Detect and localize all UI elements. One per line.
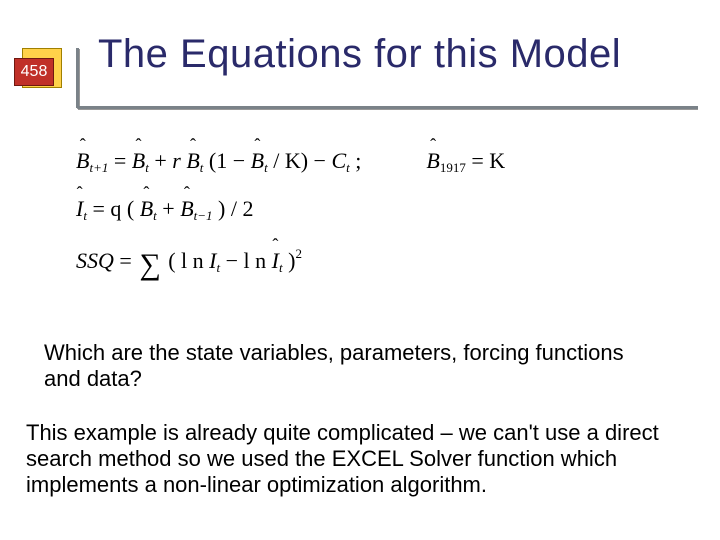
var-B: B — [251, 140, 264, 182]
sub: t−1 — [194, 208, 213, 223]
horizontal-rule — [78, 106, 698, 109]
op: = K — [471, 148, 505, 173]
equation-3: SSQ = ∑ ( l n It − l n It )2 — [76, 236, 505, 293]
sigma-icon: ∑ — [139, 236, 160, 293]
op: / K) − — [273, 148, 331, 173]
sub: t — [153, 208, 157, 223]
op: − — [226, 248, 244, 273]
op: ( — [168, 248, 175, 273]
sub: t — [145, 160, 149, 175]
ln: l n — [244, 248, 267, 273]
var-B: B — [140, 188, 153, 230]
equations-block: Bt+1 = Bt + r Bt (1 − Bt / K) − Ct ; B19… — [76, 140, 505, 299]
op: ) / 2 — [218, 196, 253, 221]
op: = — [119, 248, 137, 273]
var-ssq: SSQ — [76, 248, 114, 273]
sub: t — [83, 208, 87, 223]
var-I: I — [76, 188, 83, 230]
sub: t — [279, 260, 283, 275]
sub: t+1 — [89, 160, 108, 175]
op: = q ( — [92, 196, 134, 221]
slide-header: 458 The Equations for this Model — [0, 0, 720, 110]
var-C: C — [331, 148, 346, 173]
var-I: I — [272, 240, 279, 282]
op: ; — [355, 148, 361, 173]
sub: t — [216, 260, 220, 275]
op: + — [162, 196, 180, 221]
page-title: The Equations for this Model — [98, 32, 621, 77]
op: (1 − — [209, 148, 251, 173]
op: = — [114, 148, 132, 173]
page-number: 458 — [14, 58, 54, 86]
vertical-rule — [76, 48, 79, 108]
equation-1: Bt+1 = Bt + r Bt (1 − Bt / K) − Ct ; B19… — [76, 140, 505, 182]
equation-2: It = q ( Bt + Bt−1 ) / 2 — [76, 188, 505, 230]
var-r: r — [172, 148, 181, 173]
var-B: B — [426, 140, 439, 182]
body-paragraph: This example is already quite complicate… — [26, 420, 696, 498]
question-text: Which are the state variables, parameter… — [44, 340, 664, 392]
exponent: 2 — [295, 246, 302, 261]
sub: t — [346, 160, 350, 175]
sub: 1917 — [440, 160, 466, 175]
var-B: B — [180, 188, 193, 230]
ln: l n — [181, 248, 204, 273]
page-badge: 458 — [14, 48, 62, 96]
sub: t — [200, 160, 204, 175]
sub: t — [264, 160, 268, 175]
op: + — [154, 148, 172, 173]
